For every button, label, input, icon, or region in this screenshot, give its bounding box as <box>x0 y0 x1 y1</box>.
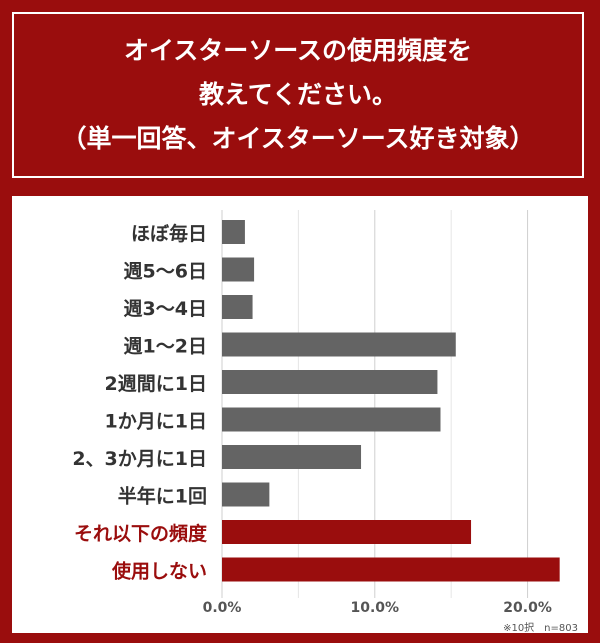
x-tick-label: 10.0% <box>351 600 400 616</box>
bar <box>222 370 438 394</box>
category-label: 使用しない <box>111 561 207 583</box>
title-line-3: （単一回答、オイスターソース好き対象） <box>61 124 535 153</box>
bar <box>222 257 255 282</box>
title-line-1: オイスターソースの使用頻度を <box>123 36 472 65</box>
category-label: 週5～6日 <box>124 261 207 283</box>
title-line-2: 教えてください。 <box>198 80 397 109</box>
bar <box>222 220 245 244</box>
bar <box>222 295 253 319</box>
bar <box>222 445 362 469</box>
header: オイスターソースの使用頻度を 教えてください。 （単一回答、オイスターソース好き… <box>0 0 600 190</box>
bar <box>222 557 560 582</box>
category-label: ほぼ毎日 <box>131 222 207 245</box>
category-label: 2週間に1日 <box>105 373 207 395</box>
chart-title: オイスターソースの使用頻度を 教えてください。 （単一回答、オイスターソース好き… <box>12 12 584 178</box>
category-label: 2、3か月に1日 <box>72 448 207 470</box>
category-label: 1か月に1日 <box>105 411 207 433</box>
category-label: 週3～4日 <box>124 298 207 320</box>
category-label: 週1～2日 <box>124 336 207 358</box>
bar <box>222 332 456 357</box>
bar <box>222 482 270 507</box>
x-tick-label: 20.0% <box>503 600 552 616</box>
sample-note: ※10択 n=803 <box>503 623 578 634</box>
bar <box>222 520 472 544</box>
category-label: それ以下の頻度 <box>74 522 208 545</box>
x-tick-label: 0.0% <box>203 600 242 616</box>
bar <box>222 407 441 432</box>
category-label: 半年に1回 <box>118 485 207 508</box>
